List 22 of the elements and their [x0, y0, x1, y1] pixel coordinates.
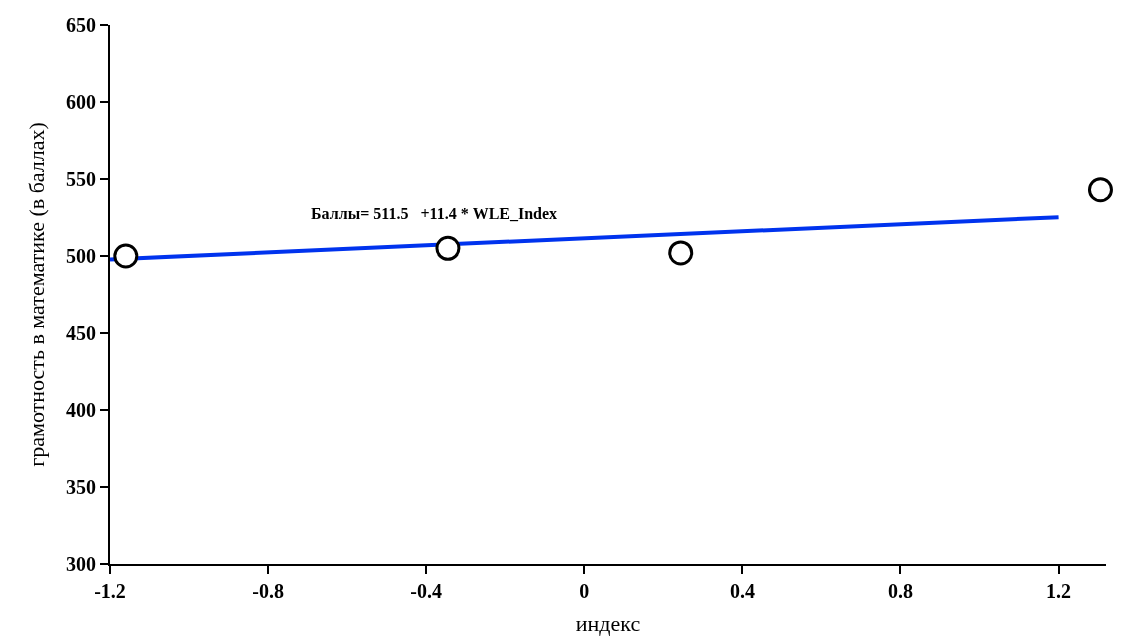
point	[435, 235, 461, 261]
x-tick-label: -0.4	[410, 580, 443, 602]
y-tick-label: 400	[66, 399, 96, 421]
x-tick-label: -1.2	[94, 580, 126, 602]
y-tick-label: 550	[66, 168, 96, 190]
x-tick-label: -0.8	[252, 580, 284, 602]
y-tick-label: 300	[66, 553, 96, 575]
point	[1087, 177, 1113, 203]
x-axis-title: индекс	[575, 611, 641, 637]
y-axis-title: грамотность в математике (в баллах)	[24, 122, 50, 467]
x-tick-label: 1.2	[1046, 580, 1072, 602]
annotation: Баллы= 511.5 +11.4 * WLE_Index	[311, 205, 558, 222]
y-tick-label: 350	[66, 476, 96, 498]
point	[113, 243, 139, 269]
x-tick-label: 0.8	[887, 580, 913, 602]
x-tick-label: 0	[579, 580, 590, 602]
y-tick-label: 500	[66, 245, 96, 267]
y-tick-label: 600	[66, 91, 96, 113]
y-tick-label: 450	[66, 322, 96, 344]
point	[668, 240, 694, 266]
x-tick-label: 0.4	[729, 580, 755, 602]
y-tick-label: 650	[66, 14, 96, 36]
